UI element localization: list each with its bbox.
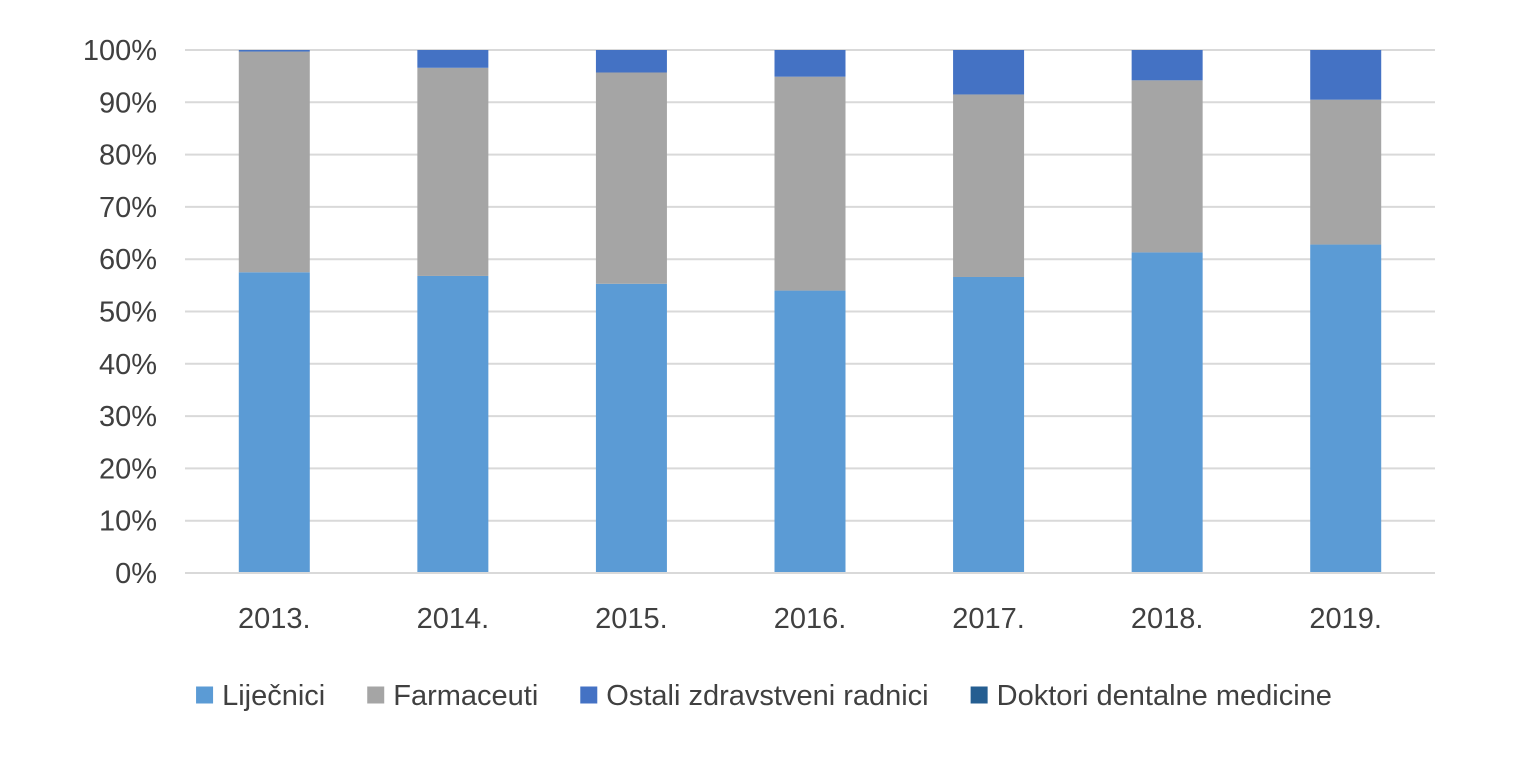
bar-segment-lije-nici-2016 (774, 290, 846, 573)
legend-swatch (367, 686, 385, 704)
bar-segment-farmaceuti-2015 (595, 72, 667, 284)
y-tick-label: 20% (99, 453, 157, 485)
y-tick-label: 0% (115, 558, 157, 590)
x-tick-label: 2015. (595, 603, 668, 635)
y-tick-label: 100% (83, 35, 157, 67)
legend: Liječnici Farmaceuti Ostali zdravstveni ra… (196, 680, 1332, 712)
bar-segment-ostali-zdravstveni-radnici-2015 (595, 50, 667, 73)
x-axis: 2013. 2014. 2015. 2016. 2017. 2018. 2019. (185, 572, 1435, 635)
bar-segment-farmaceuti-2019 (1310, 99, 1382, 245)
x-tick-label: 2017. (952, 603, 1025, 635)
bar-segment-farmaceuti-2018 (1131, 80, 1203, 253)
legend-item: Liječnici (196, 680, 325, 712)
legend-swatch (580, 686, 598, 704)
legend-swatch (196, 686, 214, 704)
bar-segment-ostali-zdravstveni-radnici-2019 (1310, 50, 1382, 100)
x-tick-label: 2016. (774, 603, 847, 635)
bar-segment-lije-nici-2015 (595, 283, 667, 573)
y-tick-label: 10% (99, 506, 157, 538)
bars (238, 50, 1382, 573)
bar-segment-ostali-zdravstveni-radnici-2013 (238, 50, 310, 52)
y-tick-label: 60% (99, 244, 157, 276)
legend-label: Doktori dentalne medicine (997, 680, 1332, 712)
legend-swatch (970, 686, 988, 704)
bar-segment-lije-nici-2017 (953, 276, 1025, 573)
bar-segment-farmaceuti-2014 (417, 67, 489, 276)
legend-item: Farmaceuti (367, 680, 538, 712)
bar-segment-lije-nici-2014 (417, 275, 489, 573)
y-tick-label: 70% (99, 192, 157, 224)
bar-segment-farmaceuti-2013 (238, 51, 310, 273)
y-tick-label: 50% (99, 297, 157, 329)
bar-segment-lije-nici-2013 (238, 272, 310, 573)
bar-segment-ostali-zdravstveni-radnici-2018 (1131, 50, 1203, 81)
y-tick-label: 80% (99, 140, 157, 172)
y-tick-label: 30% (99, 401, 157, 433)
bar-segment-ostali-zdravstveni-radnici-2017 (953, 50, 1025, 95)
y-axis: 0% 10% 20% 30% 40% 50% 60% 70% 80% 90% 100% (83, 35, 157, 590)
x-tick-label: 2014. (417, 603, 490, 635)
bar-segment-farmaceuti-2016 (774, 76, 846, 291)
legend-item: Doktori dentalne medicine (970, 680, 1332, 712)
legend-item: Ostali zdravstveni radnici (580, 680, 929, 712)
legend-label: Ostali zdravstveni radnici (606, 680, 928, 712)
x-tick-label: 2013. (238, 603, 311, 635)
bar-segment-lije-nici-2019 (1310, 244, 1382, 573)
x-tick-label: 2018. (1131, 603, 1204, 635)
bar-segment-ostali-zdravstveni-radnici-2014 (417, 50, 489, 68)
bar-segment-ostali-zdravstveni-radnici-2016 (774, 50, 846, 77)
bar-segment-lije-nici-2018 (1131, 252, 1203, 573)
y-tick-label: 40% (99, 349, 157, 381)
legend-label: Farmaceuti (393, 680, 538, 712)
legend-label: Liječnici (222, 680, 325, 712)
y-tick-label: 90% (99, 87, 157, 119)
x-tick-label: 2019. (1309, 603, 1382, 635)
bar-segment-farmaceuti-2017 (953, 94, 1025, 277)
